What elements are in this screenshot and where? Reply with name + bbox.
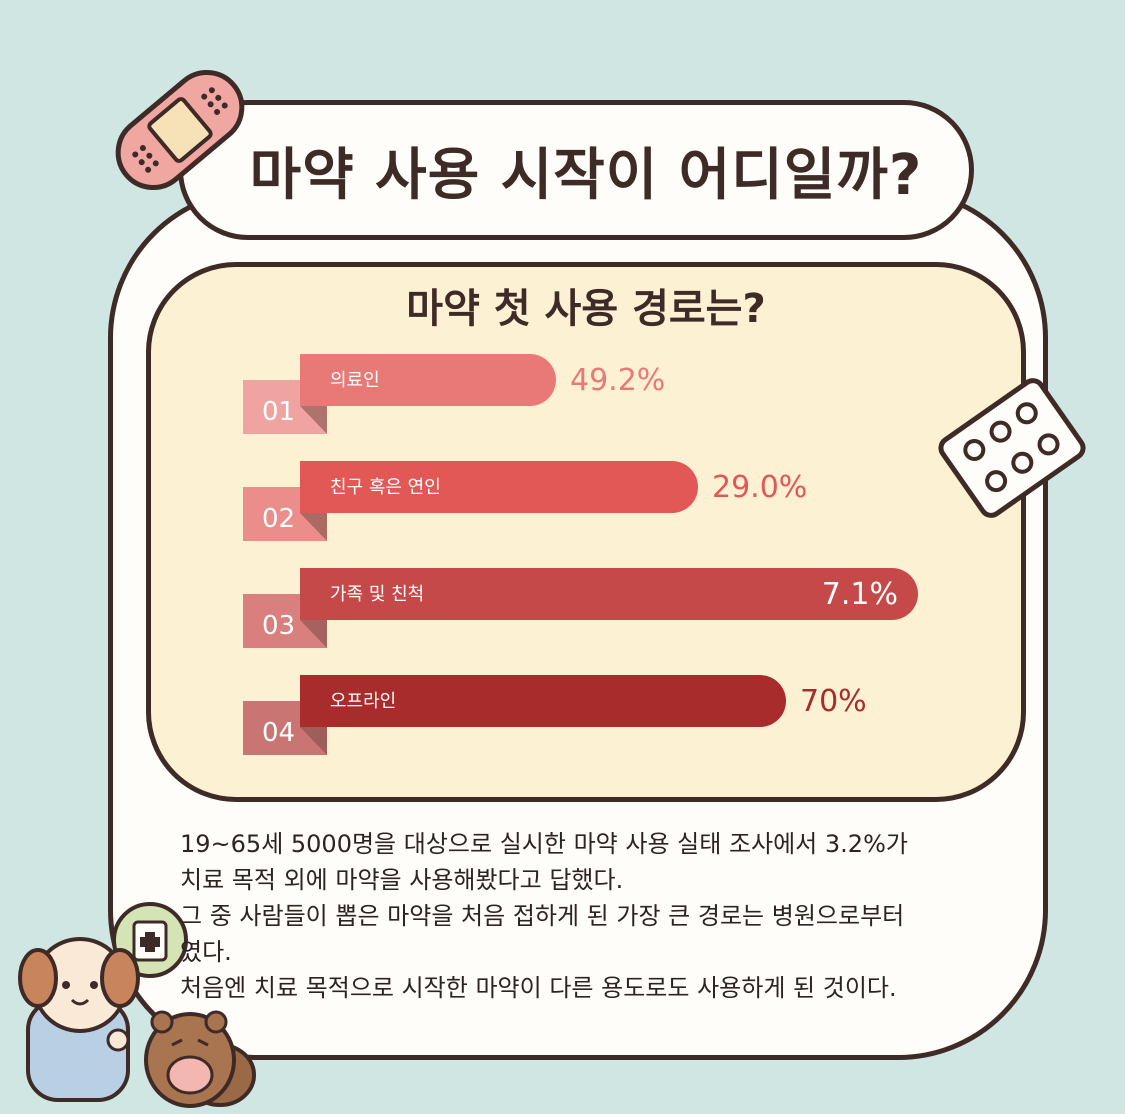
description-line: 였다.: [180, 938, 232, 966]
bandage-icon: [115, 70, 245, 190]
page-title: 마약 사용 시작이 어디일까?: [249, 142, 923, 208]
rank-label: 01: [262, 397, 295, 427]
rank-tab-shadow: [300, 513, 327, 541]
pill-pack-icon: [938, 378, 1086, 518]
rank-tab-shadow: [300, 406, 327, 434]
category-label: 의료인: [330, 370, 380, 391]
bar: [300, 461, 698, 513]
description-line: 처음엔 치료 목적으로 시작한 마약이 다른 용도로도 사용하게 된 것이다.: [180, 974, 897, 1002]
category-label: 친구 혹은 연인: [330, 477, 441, 498]
rank-label: 04: [262, 718, 295, 748]
bar: [300, 568, 918, 620]
value-label: 49.2%: [570, 363, 665, 398]
description-line: 치료 목적 외에 마약을 사용해봤다고 답했다.: [180, 866, 624, 894]
crying-bear-character-icon: [144, 1010, 256, 1108]
rank-tab-shadow: [300, 727, 327, 755]
value-label: 29.0%: [712, 470, 807, 505]
value-label: 70%: [800, 684, 867, 719]
dog-character-icon: [18, 937, 140, 1102]
rank-label: 03: [262, 611, 295, 641]
rank-label: 02: [262, 504, 295, 534]
rank-tab-shadow: [300, 620, 327, 648]
category-label: 오프라인: [330, 691, 396, 712]
title-banner: 마약 사용 시작이 어디일까?: [178, 100, 974, 240]
description-line: 그 중 사람들이 뽑은 마약을 처음 접하게 된 가장 큰 경로는 병원으로부터: [180, 902, 905, 930]
value-label: 7.1%: [822, 577, 898, 612]
bar: [300, 675, 786, 727]
category-label: 가족 및 친척: [330, 584, 424, 605]
description-line: 19~65세 5000명을 대상으로 실시한 마약 사용 실태 조사에서 3.2…: [180, 830, 908, 858]
chart-title: 마약 첫 사용 경로는?: [406, 286, 766, 332]
bar: [300, 354, 556, 406]
description-text: 19~65세 5000명을 대상으로 실시한 마약 사용 실태 조사에서 3.2…: [180, 826, 1030, 1006]
